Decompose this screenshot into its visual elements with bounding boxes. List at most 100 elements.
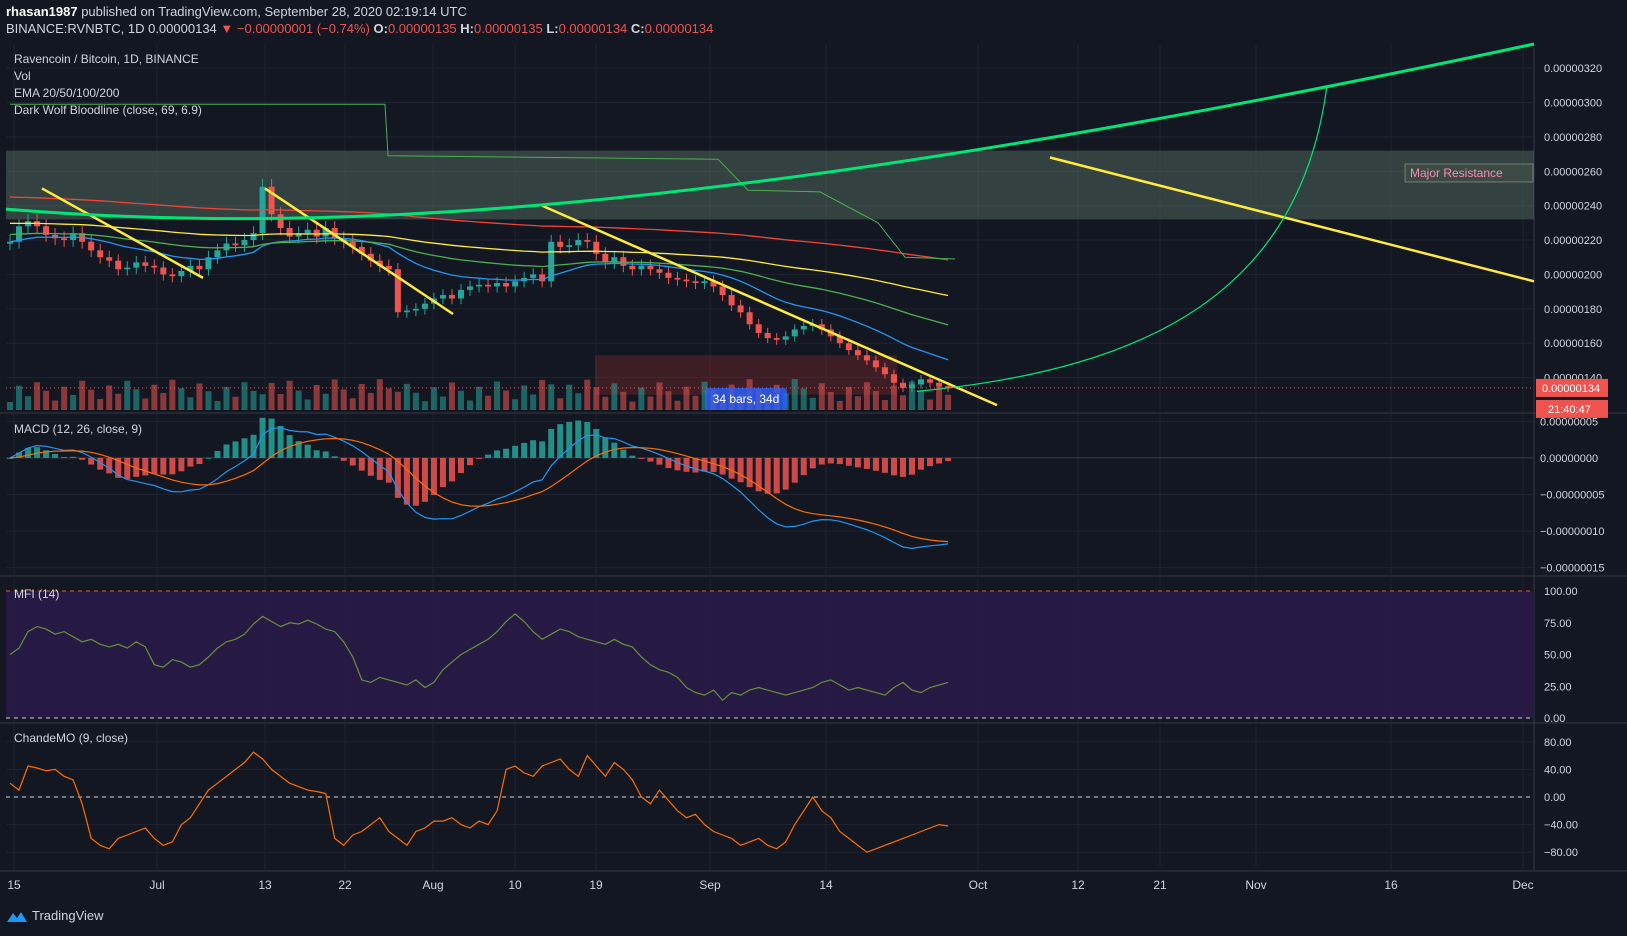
legend-bloodline[interactable]: Dark Wolf Bloodline (close, 69, 6.9) bbox=[14, 103, 202, 117]
candle-body bbox=[728, 295, 735, 306]
macd-histogram-bar bbox=[530, 440, 537, 458]
macd-histogram-bar bbox=[7, 457, 13, 459]
candle-body bbox=[376, 260, 383, 266]
candle-body bbox=[277, 214, 284, 228]
macd-histogram-bar bbox=[845, 457, 852, 466]
volume-bar bbox=[340, 389, 347, 410]
main-legend-title[interactable]: Ravencoin / Bitcoin, 1D, BINANCE bbox=[14, 52, 199, 66]
time-tick-label: 22 bbox=[338, 878, 352, 892]
volume-bar bbox=[376, 379, 383, 410]
candle-body bbox=[250, 233, 257, 241]
macd-histogram-bar bbox=[70, 456, 77, 458]
macd-histogram-bar bbox=[467, 457, 474, 466]
volume-bar bbox=[430, 387, 437, 410]
candle-body bbox=[584, 240, 591, 242]
macd-histogram-bar bbox=[142, 457, 149, 476]
candle-body bbox=[115, 260, 122, 270]
signal-line bbox=[9, 437, 949, 543]
macd-histogram-bar bbox=[629, 455, 636, 458]
price-tick-label: 0.00000240 bbox=[1544, 201, 1602, 213]
volume-bar bbox=[854, 396, 861, 410]
price-tick-label: 0.00000300 bbox=[1544, 97, 1602, 109]
volume-bar bbox=[584, 379, 591, 410]
candle-body bbox=[61, 238, 68, 241]
macd-histogram-bar bbox=[349, 457, 356, 466]
macd-histogram-bar bbox=[340, 457, 347, 461]
candle-body bbox=[548, 241, 555, 282]
volume-bar bbox=[61, 386, 68, 410]
macd-histogram-bar bbox=[782, 457, 789, 490]
candle-body bbox=[836, 336, 843, 344]
macd-histogram-bar bbox=[890, 457, 897, 476]
macd-histogram-bar bbox=[936, 457, 943, 464]
macd-histogram-bar bbox=[223, 444, 230, 458]
macd-histogram-bar bbox=[593, 428, 600, 458]
price-tick-label: 0.00000260 bbox=[1544, 166, 1602, 178]
candle-body bbox=[412, 308, 419, 311]
candle-body bbox=[485, 284, 492, 287]
macd-histogram-bar bbox=[250, 434, 257, 458]
macd-histogram-bar bbox=[764, 457, 771, 494]
candle-body bbox=[232, 243, 239, 246]
candle-body bbox=[936, 382, 943, 387]
volume-bar bbox=[133, 389, 140, 410]
last-price: 0.00000134 bbox=[148, 21, 217, 36]
chande-legend[interactable]: ChandeMO (9, close) bbox=[14, 731, 129, 745]
volume-bar bbox=[277, 394, 284, 410]
candle-body bbox=[881, 367, 888, 375]
candle-body bbox=[160, 267, 167, 275]
volume-bar bbox=[638, 387, 645, 410]
chande-tick-label: −40.00 bbox=[1544, 820, 1578, 832]
volume-bar bbox=[88, 389, 95, 410]
macd-legend[interactable]: MACD (12, 26, close, 9) bbox=[14, 422, 143, 436]
legend-ema[interactable]: EMA 20/50/100/200 bbox=[14, 86, 120, 100]
macd-histogram-bar bbox=[945, 457, 952, 462]
macd-histogram-bar bbox=[566, 421, 573, 458]
volume-bar bbox=[25, 396, 32, 410]
macd-histogram-bar bbox=[557, 424, 564, 458]
volume-bar bbox=[863, 382, 870, 410]
volume-bar bbox=[566, 384, 573, 410]
macd-histogram-bar bbox=[611, 442, 618, 458]
high-label: H: bbox=[460, 21, 474, 36]
price-tick-label: 0.00000180 bbox=[1544, 304, 1602, 316]
time-tick-label: 12 bbox=[1071, 878, 1085, 892]
legend-vol[interactable]: Vol bbox=[14, 69, 31, 83]
volume-bar bbox=[34, 382, 41, 410]
candle-body bbox=[800, 326, 807, 330]
volume-bar bbox=[43, 390, 50, 410]
candle-body bbox=[43, 226, 50, 235]
candle-body bbox=[385, 265, 392, 270]
open-label: O: bbox=[373, 21, 388, 36]
mfi-legend[interactable]: MFI (14) bbox=[14, 587, 60, 601]
chande-tick-label: −80.00 bbox=[1544, 847, 1578, 859]
last-price-badge bbox=[1536, 378, 1608, 397]
volume-bar bbox=[385, 388, 392, 410]
volume-bar bbox=[214, 401, 221, 410]
volume-bar bbox=[106, 385, 113, 410]
volume-bar bbox=[890, 385, 897, 410]
volume-bar bbox=[611, 383, 618, 410]
macd-histogram-bar bbox=[800, 457, 807, 476]
candle-body bbox=[403, 310, 410, 313]
candle-body bbox=[710, 281, 717, 287]
volume-bar bbox=[845, 387, 852, 410]
ema200-line bbox=[9, 196, 949, 261]
volume-bar bbox=[629, 401, 636, 410]
mfi-tick-label: 25.00 bbox=[1544, 681, 1572, 693]
volume-bar bbox=[439, 396, 446, 410]
macd-histogram-bar bbox=[124, 457, 131, 480]
volume-bar bbox=[593, 387, 600, 410]
mfi-tick-label: 100.00 bbox=[1544, 586, 1578, 598]
candle-body bbox=[268, 186, 275, 215]
author-name[interactable]: rhasan1987 bbox=[6, 4, 78, 19]
mfi-tick-label: 0.00 bbox=[1544, 713, 1565, 725]
candle-body bbox=[133, 262, 140, 268]
footer-brand[interactable]: TradingView bbox=[6, 908, 104, 923]
macd-histogram-bar bbox=[232, 441, 239, 458]
candle-body bbox=[88, 241, 95, 251]
macd-histogram-bar bbox=[268, 418, 275, 458]
volume-bar bbox=[557, 398, 564, 410]
volume-bar bbox=[421, 401, 428, 410]
